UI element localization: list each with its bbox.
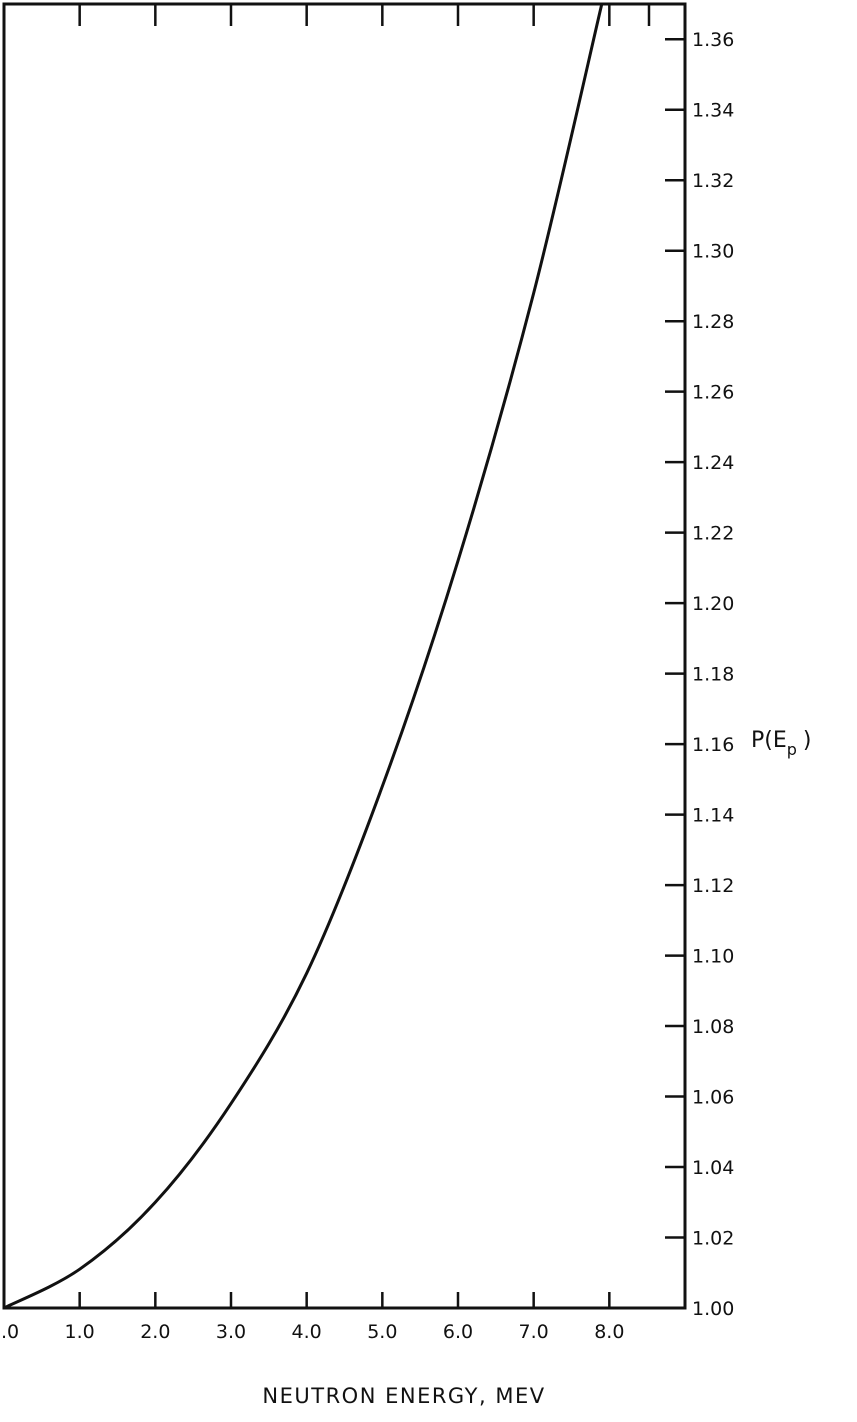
x-tick-label: 5.0 [367, 1321, 397, 1343]
y-tick-label: 1.00 [692, 1298, 734, 1320]
y-tick-label: 1.04 [692, 1157, 734, 1179]
y-tick-label: 1.26 [692, 382, 734, 404]
y-tick-label: 1.02 [692, 1228, 734, 1250]
x-tick-label: 2.0 [140, 1321, 170, 1343]
y-tick-label: 1.30 [692, 241, 734, 263]
y-tick-label: 1.34 [692, 100, 734, 122]
x-tick-label: 3.0 [216, 1321, 246, 1343]
y-tick-label: 1.06 [692, 1087, 734, 1109]
y-tick-label: 1.20 [692, 593, 734, 615]
y-tick-label: 1.18 [692, 664, 734, 686]
y-tick-label: 1.28 [692, 311, 734, 333]
y-tick-label: 1.08 [692, 1016, 734, 1038]
series-line [3, 3, 604, 1310]
y-axis-title: P(Ep) [751, 728, 812, 759]
x-tick-label: 7.0 [519, 1321, 549, 1343]
x-tick-label: 1.0 [65, 1321, 95, 1343]
x-tick-label: 8.0 [594, 1321, 624, 1343]
x-tick-label: 6.0 [443, 1321, 473, 1343]
x-tick-label: 0.0 [0, 1321, 19, 1343]
y-tick-label: 1.14 [692, 805, 734, 827]
y-tick-label: 1.32 [692, 170, 734, 192]
x-axis-title: NEUTRON ENERGY, MEV [262, 1384, 545, 1408]
x-tick-label: 4.0 [292, 1321, 322, 1343]
y-tick-label: 1.12 [692, 875, 734, 897]
y-tick-label: 1.24 [692, 452, 734, 474]
y-tick-label: 1.16 [692, 734, 734, 756]
plot-frame [2, 2, 687, 1310]
y-tick-label: 1.10 [692, 946, 734, 968]
y-tick-label: 1.22 [692, 523, 734, 545]
y-tick-label: 1.36 [692, 29, 734, 51]
